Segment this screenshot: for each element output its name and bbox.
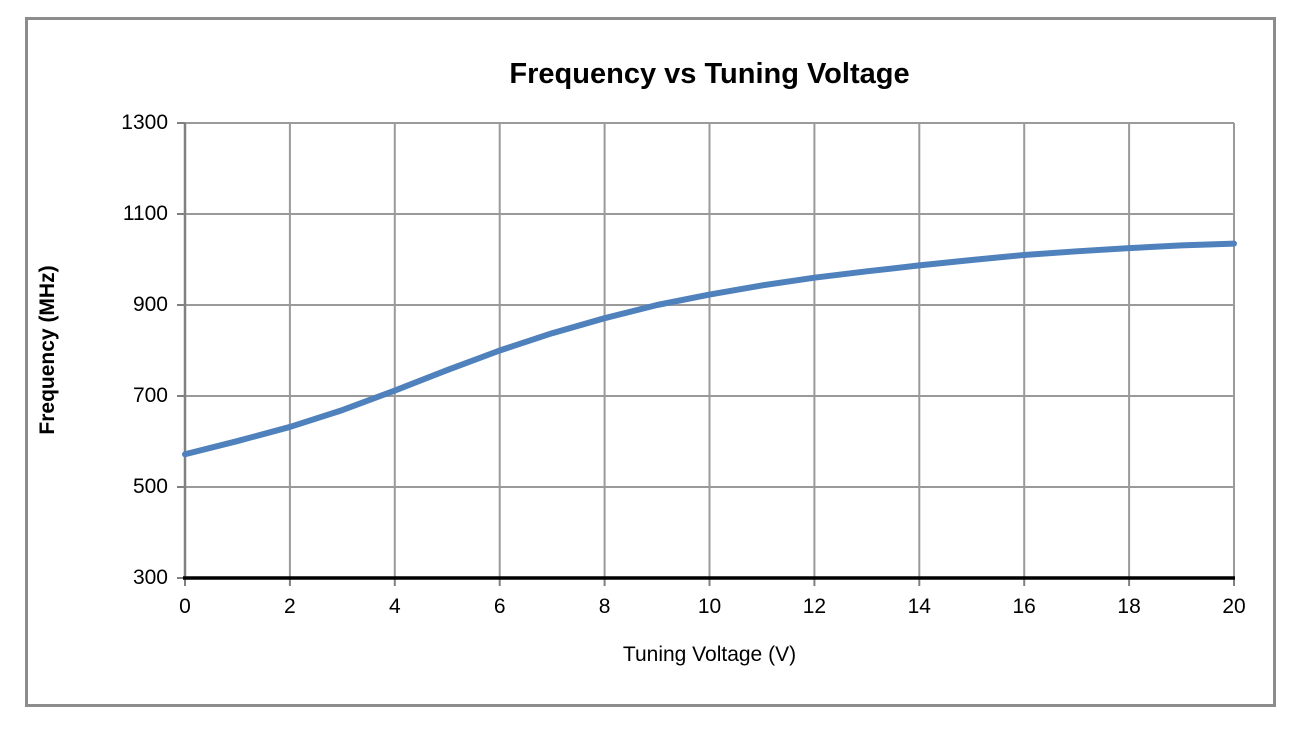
x-axis-title: Tuning Voltage (V) <box>622 643 797 666</box>
x-tick-label: 12 <box>802 595 827 618</box>
x-tick-label: 10 <box>697 595 722 618</box>
y-tick-label: 1300 <box>121 111 168 134</box>
x-tick-label: 0 <box>179 595 191 618</box>
y-tick-label: 300 <box>132 566 168 589</box>
plot-area <box>177 122 1237 586</box>
chart-frame <box>25 17 1276 707</box>
x-tick-label: 2 <box>284 595 296 618</box>
chart-title: Frequency vs Tuning Voltage <box>509 58 910 90</box>
y-tick-label: 700 <box>132 384 168 407</box>
y-tick-label: 1100 <box>122 202 168 225</box>
x-tick-label: 4 <box>388 595 401 618</box>
x-tick-label: 8 <box>598 595 611 618</box>
frequency-curve <box>182 240 1237 458</box>
x-tick-label: 20 <box>1222 595 1246 618</box>
x-tick-label: 18 <box>1117 595 1141 618</box>
y-tick-label: 900 <box>132 293 168 316</box>
y-tick-label: 500 <box>132 475 168 498</box>
x-tick-label: 6 <box>493 595 506 618</box>
y-axis-title-text: Frequency (MHz) <box>36 265 59 435</box>
x-tick-label: 14 <box>907 595 931 618</box>
x-tick-label: 16 <box>1012 595 1036 618</box>
